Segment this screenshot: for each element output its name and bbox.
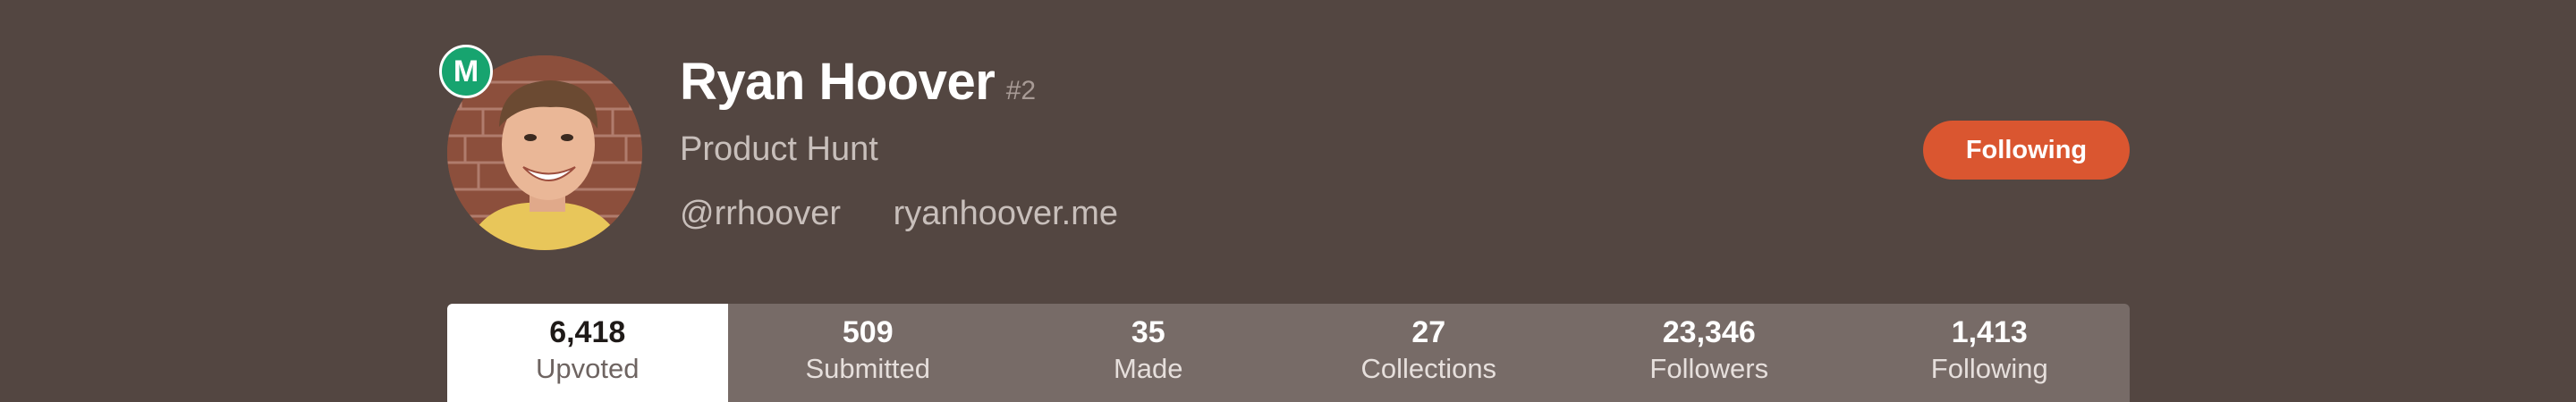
website-link[interactable]: ryanhoover.me (893, 195, 1119, 232)
stat-value: 35 (1131, 315, 1165, 349)
tab-following[interactable]: 1,413 Following (1850, 304, 2131, 402)
avatar (447, 55, 642, 250)
profile-rank: #2 (1005, 76, 1037, 105)
profile-name-row: Ryan Hoover #2 (680, 52, 1036, 112)
tab-made[interactable]: 35 Made (1008, 304, 1289, 402)
stat-value: 1,413 (1951, 315, 2028, 349)
twitter-link[interactable]: @rrhoover (680, 195, 842, 232)
profile-headline: Product Hunt (680, 130, 878, 168)
stat-value: 27 (1411, 315, 1446, 349)
stat-label: Followers (1649, 353, 1769, 384)
profile-name: Ryan Hoover (680, 53, 996, 111)
stat-label: Following (1930, 353, 2048, 384)
stat-label: Submitted (805, 353, 931, 384)
stat-value: 6,418 (549, 315, 626, 349)
stat-value: 23,346 (1662, 315, 1756, 349)
tab-collections[interactable]: 27 Collections (1289, 304, 1570, 402)
following-button[interactable]: Following (1923, 121, 2130, 180)
tab-followers[interactable]: 23,346 Followers (1569, 304, 1850, 402)
tab-submitted[interactable]: 509 Submitted (728, 304, 1009, 402)
tab-upvoted[interactable]: 6,418 Upvoted (447, 304, 728, 402)
stat-value: 509 (842, 315, 894, 349)
profile-stats-tabs: 6,418 Upvoted 509 Submitted 35 Made 27 C… (447, 304, 2130, 402)
stat-label: Made (1113, 353, 1183, 384)
stat-label: Collections (1360, 353, 1497, 384)
profile-avatar-container: M (439, 45, 642, 250)
maker-badge: M (439, 45, 493, 98)
stat-label: Upvoted (536, 353, 640, 384)
profile-links: @rrhoover ryanhoover.me (680, 195, 1118, 233)
